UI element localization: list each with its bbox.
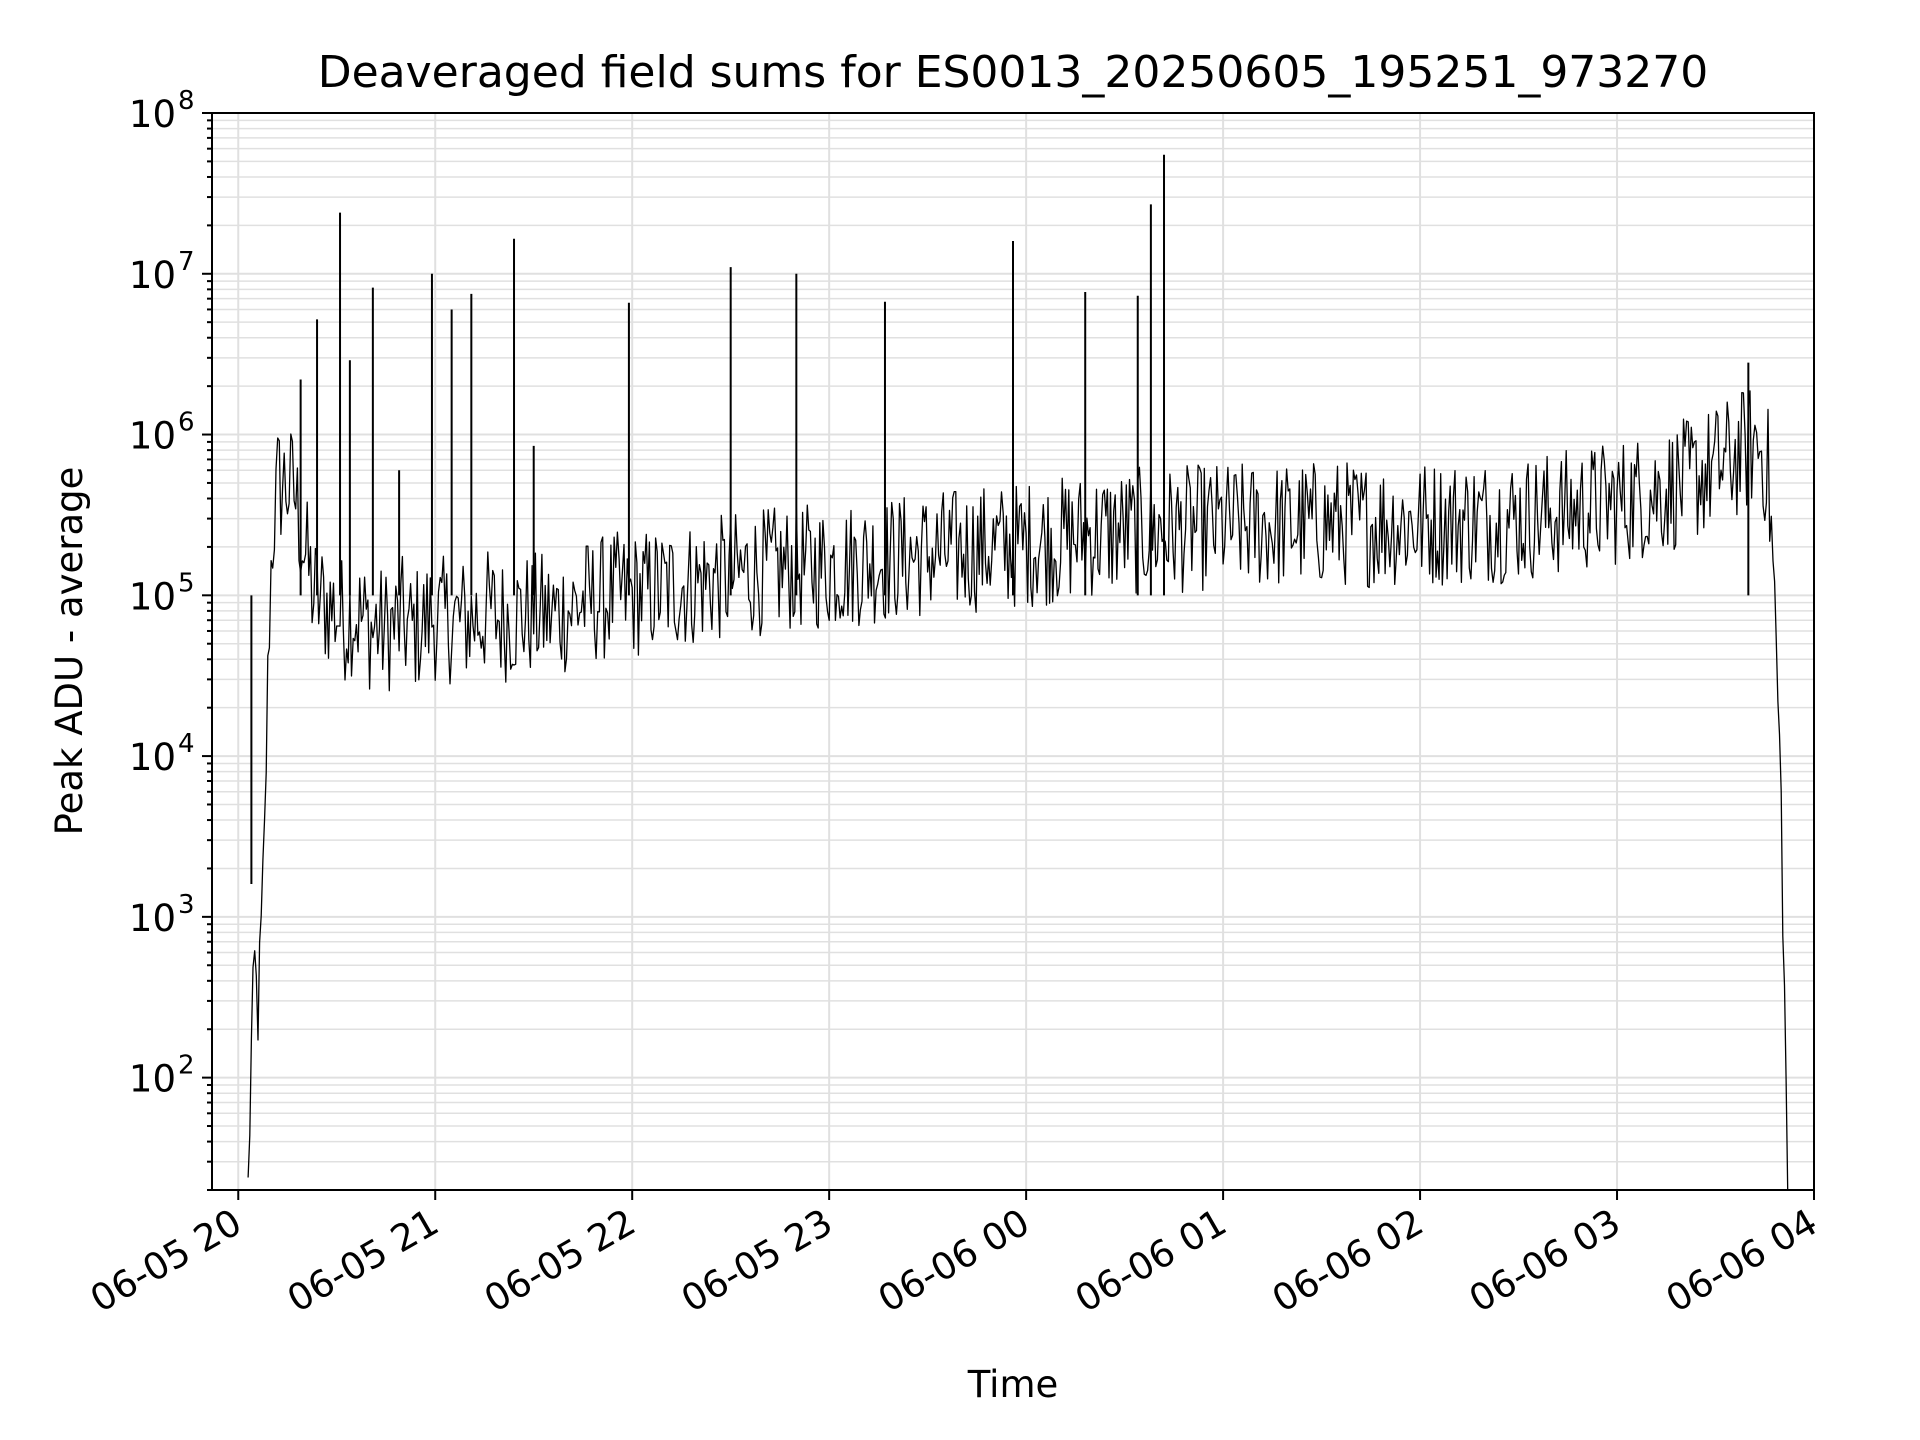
y-tick-exponent: 8	[178, 86, 195, 116]
data-series	[247, 154, 1789, 1190]
y-tick-exponent: 7	[178, 247, 195, 277]
x-axis-label: Time	[967, 1363, 1059, 1406]
y-tick-label: 10	[129, 897, 176, 940]
y-tick-exponent: 5	[178, 568, 195, 598]
grid-lines	[212, 112, 1815, 1191]
series-line	[247, 390, 1789, 1190]
y-tick-label: 10	[129, 415, 176, 458]
y-tick-exponent: 4	[178, 729, 195, 759]
y-tick-label: 10	[129, 575, 176, 618]
y-tick-label: 10	[129, 1058, 176, 1101]
chart-title: Deaveraged field sums for ES0013_2025060…	[318, 47, 1709, 98]
plot-frame	[211, 112, 1815, 1191]
y-axis-label: Peak ADU - average	[48, 467, 91, 836]
y-tick-exponent: 6	[178, 408, 195, 438]
y-tick-exponent: 2	[178, 1051, 195, 1081]
y-tick-label: 10	[129, 736, 176, 779]
y-tick-label: 10	[129, 254, 176, 297]
y-tick-exponent: 3	[178, 890, 195, 920]
y-tick-label: 10	[129, 93, 176, 136]
